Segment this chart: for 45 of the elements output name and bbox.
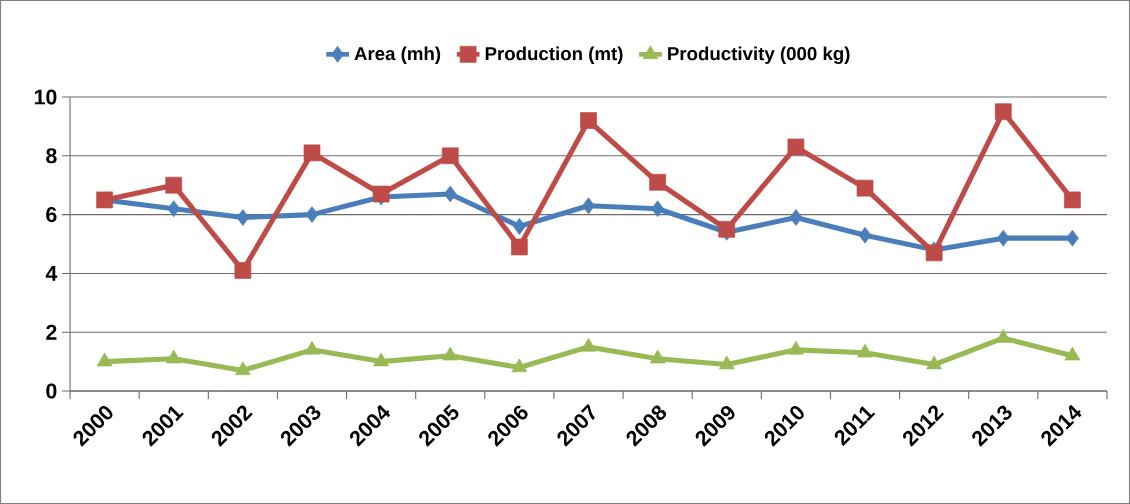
point — [789, 209, 803, 226]
point — [857, 343, 873, 358]
point — [994, 103, 1012, 121]
point — [236, 209, 250, 226]
y-tick-label: 8 — [46, 148, 57, 164]
legend-label: Productivity (000 kg) — [668, 46, 850, 65]
point — [96, 352, 113, 367]
point — [511, 358, 528, 373]
point — [305, 206, 319, 223]
point — [582, 197, 595, 215]
point — [235, 361, 251, 376]
y-tick-label: 2 — [46, 324, 57, 340]
point — [303, 144, 321, 162]
point — [649, 173, 666, 191]
point — [1064, 191, 1081, 209]
point — [513, 218, 526, 235]
point — [649, 349, 666, 364]
point — [580, 112, 597, 129]
point — [1066, 229, 1079, 247]
y-tick-label: 6 — [46, 207, 57, 223]
point — [651, 200, 664, 218]
point — [787, 138, 805, 156]
point — [926, 355, 942, 370]
point — [788, 340, 804, 355]
point — [442, 346, 459, 361]
point — [234, 262, 252, 279]
point — [165, 349, 182, 364]
point — [165, 176, 183, 194]
point — [858, 226, 872, 244]
point — [373, 352, 389, 367]
legend-label: Production (mt) — [485, 46, 623, 64]
legend-label: Area (mh) — [354, 46, 441, 64]
y-tick-label: 10 — [34, 89, 57, 105]
point — [856, 179, 874, 197]
point — [718, 355, 735, 370]
point — [304, 340, 320, 355]
point — [441, 147, 459, 165]
point — [511, 238, 528, 256]
point — [996, 229, 1010, 247]
point — [1064, 346, 1081, 361]
y-tick-label: 0 — [46, 383, 57, 399]
y-tick-label: 4 — [45, 266, 58, 281]
point — [580, 337, 597, 352]
point — [167, 200, 181, 218]
point — [443, 185, 457, 203]
